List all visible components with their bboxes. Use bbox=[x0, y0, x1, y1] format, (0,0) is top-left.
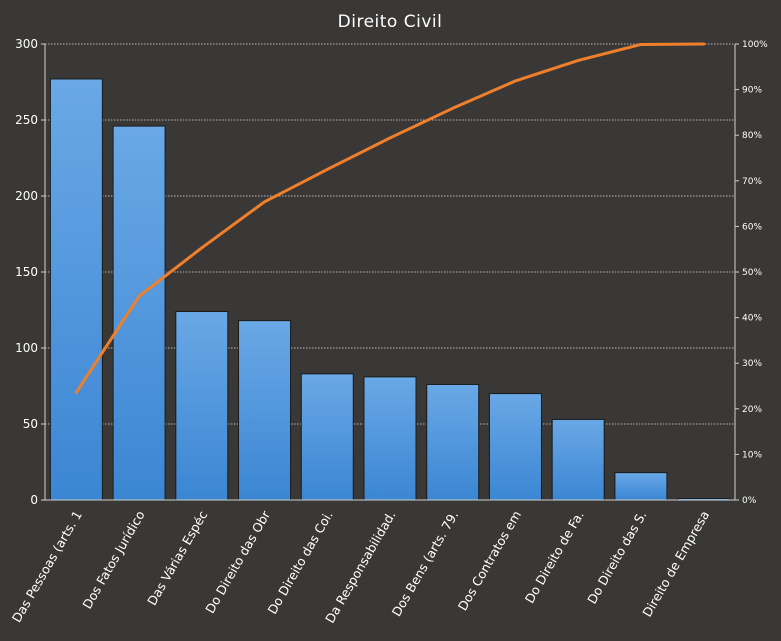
right-y-tick-label: 80% bbox=[742, 131, 762, 141]
right-y-tick-label: 10% bbox=[742, 450, 762, 460]
bar bbox=[49, 78, 103, 501]
axes bbox=[41, 43, 739, 501]
left-y-tick-label: 50 bbox=[23, 417, 38, 431]
bar bbox=[614, 472, 668, 501]
left-y-tick-label: 300 bbox=[15, 37, 38, 51]
x-tick-label: Do Direito das Obr bbox=[202, 507, 273, 616]
right-y-tick-label: 30% bbox=[742, 359, 762, 369]
chart-title: Direito Civil bbox=[338, 12, 443, 32]
x-tick-label: Das Várias Espéc bbox=[144, 508, 210, 608]
right-y-tick-label: 20% bbox=[742, 405, 762, 415]
x-tick-label: Do Direito das Coi. bbox=[264, 508, 335, 617]
right-y-tick-label: 100% bbox=[742, 40, 768, 50]
bar bbox=[112, 125, 166, 501]
bar bbox=[300, 373, 354, 501]
right-y-tick-label: 50% bbox=[742, 268, 762, 278]
bar bbox=[175, 311, 229, 501]
left-y-tick-label: 0 bbox=[30, 493, 38, 507]
x-tick-label: Dos Contratos em bbox=[455, 508, 524, 613]
right-y-tick-label: 60% bbox=[742, 222, 762, 232]
right-y-tick-label: 70% bbox=[742, 177, 762, 187]
bar bbox=[238, 320, 292, 501]
x-tick-label: Dos Fatos Jurídico bbox=[79, 508, 147, 611]
left-y-tick-label: 100 bbox=[15, 341, 38, 355]
x-tick-label: Dos Bens (arts. 79. bbox=[389, 508, 462, 619]
right-y-tick-label: 0% bbox=[742, 496, 757, 506]
cumulative-line-series bbox=[74, 42, 706, 394]
x-tick-label: Da Responsabilidad. bbox=[322, 508, 399, 626]
bar bbox=[426, 383, 480, 501]
x-tick-label: Do Direito de Fa. bbox=[522, 508, 587, 606]
left-y-tick-label: 250 bbox=[15, 113, 38, 127]
bar bbox=[551, 418, 605, 501]
left-y-tick-label: 200 bbox=[15, 189, 38, 203]
left-y-axis-ticks: 0 50 100 150 200 250 300 bbox=[15, 37, 38, 507]
x-tick-label: Das Pessoas (arts. 1 bbox=[9, 508, 85, 625]
cumulative-line bbox=[74, 42, 706, 394]
right-y-axis-ticks: 0% 10% 20% 30% 40% 50% 60% 70% 80% 90% 100% bbox=[742, 40, 768, 506]
right-y-tick-label: 40% bbox=[742, 314, 762, 324]
x-tick-label: Direito de Empresa bbox=[639, 508, 712, 619]
right-y-tick-label: 90% bbox=[742, 86, 762, 96]
bar-series bbox=[49, 78, 731, 501]
x-tick-label: Do Direito das S. bbox=[584, 508, 649, 606]
bar bbox=[363, 376, 417, 501]
left-y-tick-label: 150 bbox=[15, 265, 38, 279]
bar bbox=[488, 393, 542, 501]
